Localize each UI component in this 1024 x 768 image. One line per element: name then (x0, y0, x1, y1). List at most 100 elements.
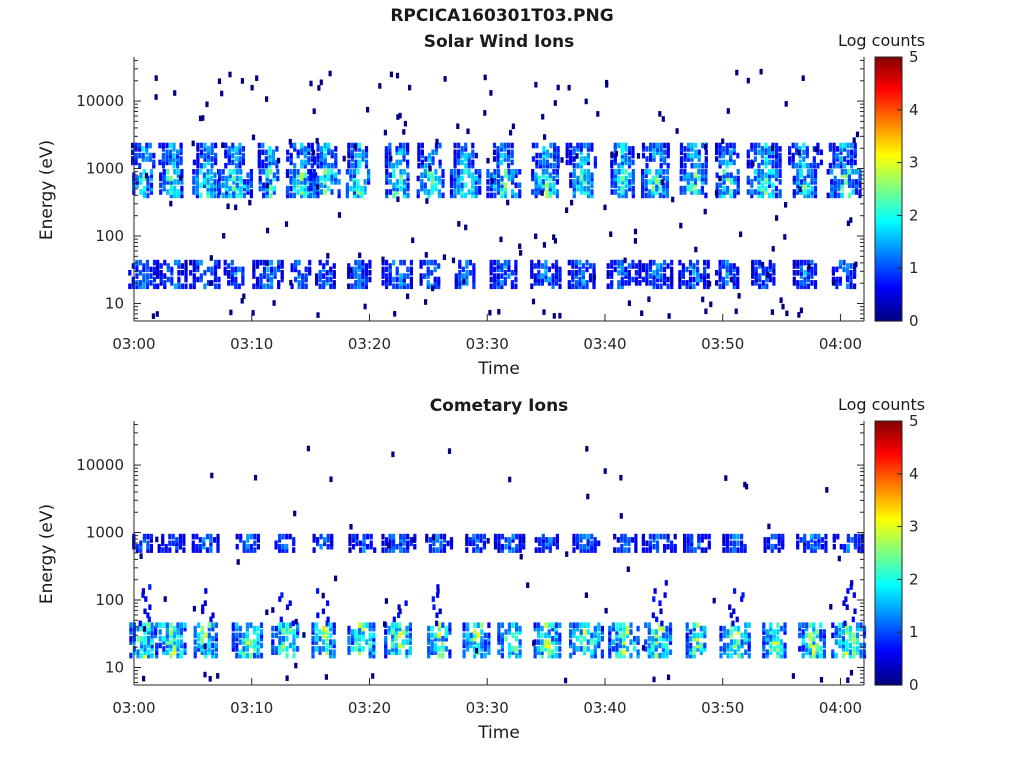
heatmap-cell (241, 276, 245, 283)
heatmap-cell (707, 533, 711, 540)
heatmap-cell (292, 172, 297, 178)
heatmap-cell (850, 149, 854, 156)
heatmap-cell (262, 273, 267, 279)
heatmap-cell (799, 179, 803, 185)
scatter-count (819, 677, 824, 683)
heatmap-cell (493, 182, 497, 189)
heatmap-cell (138, 280, 142, 286)
heatmap-cell (476, 649, 480, 655)
heatmap-cell (278, 635, 282, 642)
heatmap-cell (384, 639, 388, 645)
heatmap-cell (255, 263, 260, 269)
heatmap-cell (665, 635, 669, 642)
heatmap-cell (703, 283, 707, 290)
heatmap-cell (631, 189, 635, 195)
heatmap-cell (641, 146, 646, 152)
heatmap-cell (803, 276, 807, 283)
heatmap-cell (246, 537, 250, 543)
heatmap-cell (200, 629, 204, 635)
heatmap-cell (384, 547, 389, 553)
heatmap-cell (210, 270, 214, 276)
heatmap-cell (853, 540, 857, 547)
heatmap-cell (507, 652, 512, 659)
heatmap-cell (474, 189, 478, 195)
heatmap-cell (323, 540, 327, 547)
heatmap-cell (822, 652, 826, 659)
heatmap-cell (357, 280, 361, 286)
heatmap-cell (661, 642, 665, 649)
heatmap-cell (538, 537, 542, 543)
heatmap-cell (473, 652, 477, 659)
heatmap-cell (554, 266, 559, 273)
heatmap-cell (832, 543, 836, 550)
heatmap-cell (296, 172, 300, 178)
heatmap-cell (641, 192, 645, 199)
heatmap-cell (772, 639, 776, 645)
y-tick-label: 1000 (86, 160, 124, 178)
heatmap-cell (503, 270, 507, 276)
heatmap-cell (458, 283, 462, 290)
scatter-count (619, 474, 623, 481)
colorbar-segment (875, 439, 902, 443)
heatmap-cell (406, 149, 410, 156)
colorbar-segment (875, 255, 902, 259)
heatmap-cell (394, 649, 398, 655)
heatmap-cell (345, 182, 349, 189)
heatmap-cell (426, 259, 430, 266)
heatmap-cell (765, 652, 769, 659)
heatmap-cell (801, 622, 805, 628)
heatmap-cell (549, 162, 553, 169)
scatter-count (704, 144, 708, 150)
scatter-count (431, 285, 435, 292)
heatmap-cell (354, 646, 358, 652)
heatmap-cell (173, 189, 177, 195)
heatmap-cell (277, 283, 281, 290)
heatmap-cell (699, 649, 703, 655)
heatmap-cell (162, 185, 166, 192)
scatter-count (560, 157, 564, 163)
heatmap-cell (569, 149, 573, 156)
heatmap-cell (354, 283, 358, 290)
heatmap-cell (329, 632, 333, 639)
heatmap-cell (413, 543, 417, 550)
heatmap-cell (384, 146, 388, 152)
heatmap-cell (668, 622, 673, 628)
heatmap-cell (437, 175, 441, 182)
heatmap-cell (278, 646, 282, 652)
heatmap-cell (593, 625, 597, 632)
heatmap-cell (510, 152, 514, 159)
heatmap-cell (361, 270, 365, 276)
heatmap-cell (725, 273, 729, 279)
heatmap-cell (615, 646, 619, 652)
heatmap-cell (625, 629, 630, 635)
heatmap-cell (736, 266, 740, 273)
heatmap-cell (503, 280, 507, 286)
heatmap-cell (129, 652, 133, 659)
heatmap-cell (326, 175, 331, 182)
heatmap-cell (542, 146, 546, 152)
heatmap-cell (715, 142, 719, 149)
heatmap-cell (792, 263, 796, 269)
heatmap-cell (648, 192, 652, 199)
heatmap-cell (347, 625, 351, 632)
heatmap-cell (462, 642, 466, 649)
heatmap-cell (480, 646, 484, 652)
heatmap-cell (435, 547, 439, 553)
heatmap-cell (515, 652, 519, 659)
heatmap-cell (722, 642, 727, 649)
heatmap-cell (332, 649, 336, 655)
x-tick-label: 03:40 (583, 335, 626, 353)
heatmap-cell (246, 543, 250, 550)
heatmap-cell (392, 172, 396, 178)
heatmap-cell (381, 270, 385, 276)
heatmap-cell (139, 175, 143, 182)
heatmap-cell (762, 625, 766, 632)
heatmap-cell (357, 162, 362, 169)
heatmap-cell (652, 537, 656, 543)
heatmap-cell (193, 632, 197, 639)
heatmap-cell (261, 159, 265, 166)
heatmap-cell (316, 540, 320, 547)
heatmap-cell (398, 159, 403, 166)
heatmap-cell (696, 639, 700, 645)
heatmap-cell (771, 169, 775, 175)
